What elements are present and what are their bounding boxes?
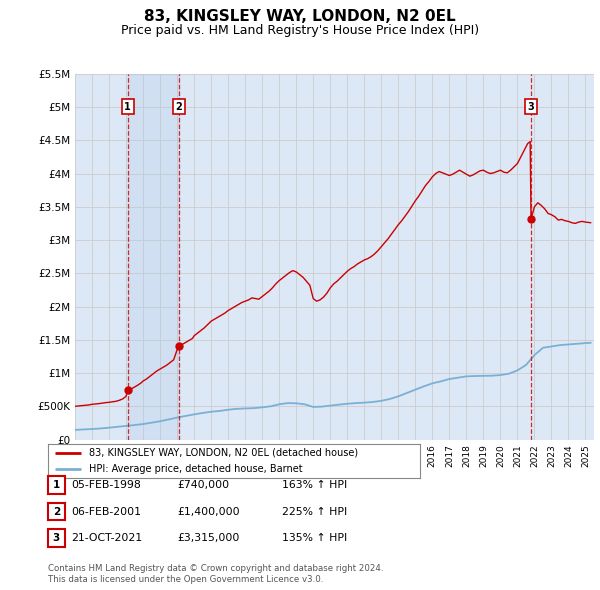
Text: £1,400,000: £1,400,000 bbox=[177, 507, 239, 516]
Text: 06-FEB-2001: 06-FEB-2001 bbox=[71, 507, 141, 516]
Text: Price paid vs. HM Land Registry's House Price Index (HPI): Price paid vs. HM Land Registry's House … bbox=[121, 24, 479, 37]
Text: 83, KINGSLEY WAY, LONDON, N2 0EL: 83, KINGSLEY WAY, LONDON, N2 0EL bbox=[144, 9, 456, 24]
Text: £740,000: £740,000 bbox=[177, 480, 229, 490]
Text: 135% ↑ HPI: 135% ↑ HPI bbox=[282, 533, 347, 543]
Text: 163% ↑ HPI: 163% ↑ HPI bbox=[282, 480, 347, 490]
Text: HPI: Average price, detached house, Barnet: HPI: Average price, detached house, Barn… bbox=[89, 464, 302, 474]
Text: 2: 2 bbox=[175, 101, 182, 112]
Text: Contains HM Land Registry data © Crown copyright and database right 2024.: Contains HM Land Registry data © Crown c… bbox=[48, 565, 383, 573]
Text: 83, KINGSLEY WAY, LONDON, N2 0EL (detached house): 83, KINGSLEY WAY, LONDON, N2 0EL (detach… bbox=[89, 448, 358, 458]
Text: This data is licensed under the Open Government Licence v3.0.: This data is licensed under the Open Gov… bbox=[48, 575, 323, 584]
Bar bbox=[128, 74, 179, 440]
Text: 3: 3 bbox=[527, 101, 535, 112]
Text: 3: 3 bbox=[53, 533, 60, 543]
Text: £3,315,000: £3,315,000 bbox=[177, 533, 239, 543]
Text: 1: 1 bbox=[53, 480, 60, 490]
Text: 225% ↑ HPI: 225% ↑ HPI bbox=[282, 507, 347, 516]
Text: 05-FEB-1998: 05-FEB-1998 bbox=[71, 480, 140, 490]
Text: 1: 1 bbox=[124, 101, 131, 112]
Text: 21-OCT-2021: 21-OCT-2021 bbox=[71, 533, 142, 543]
Text: 2: 2 bbox=[53, 507, 60, 516]
